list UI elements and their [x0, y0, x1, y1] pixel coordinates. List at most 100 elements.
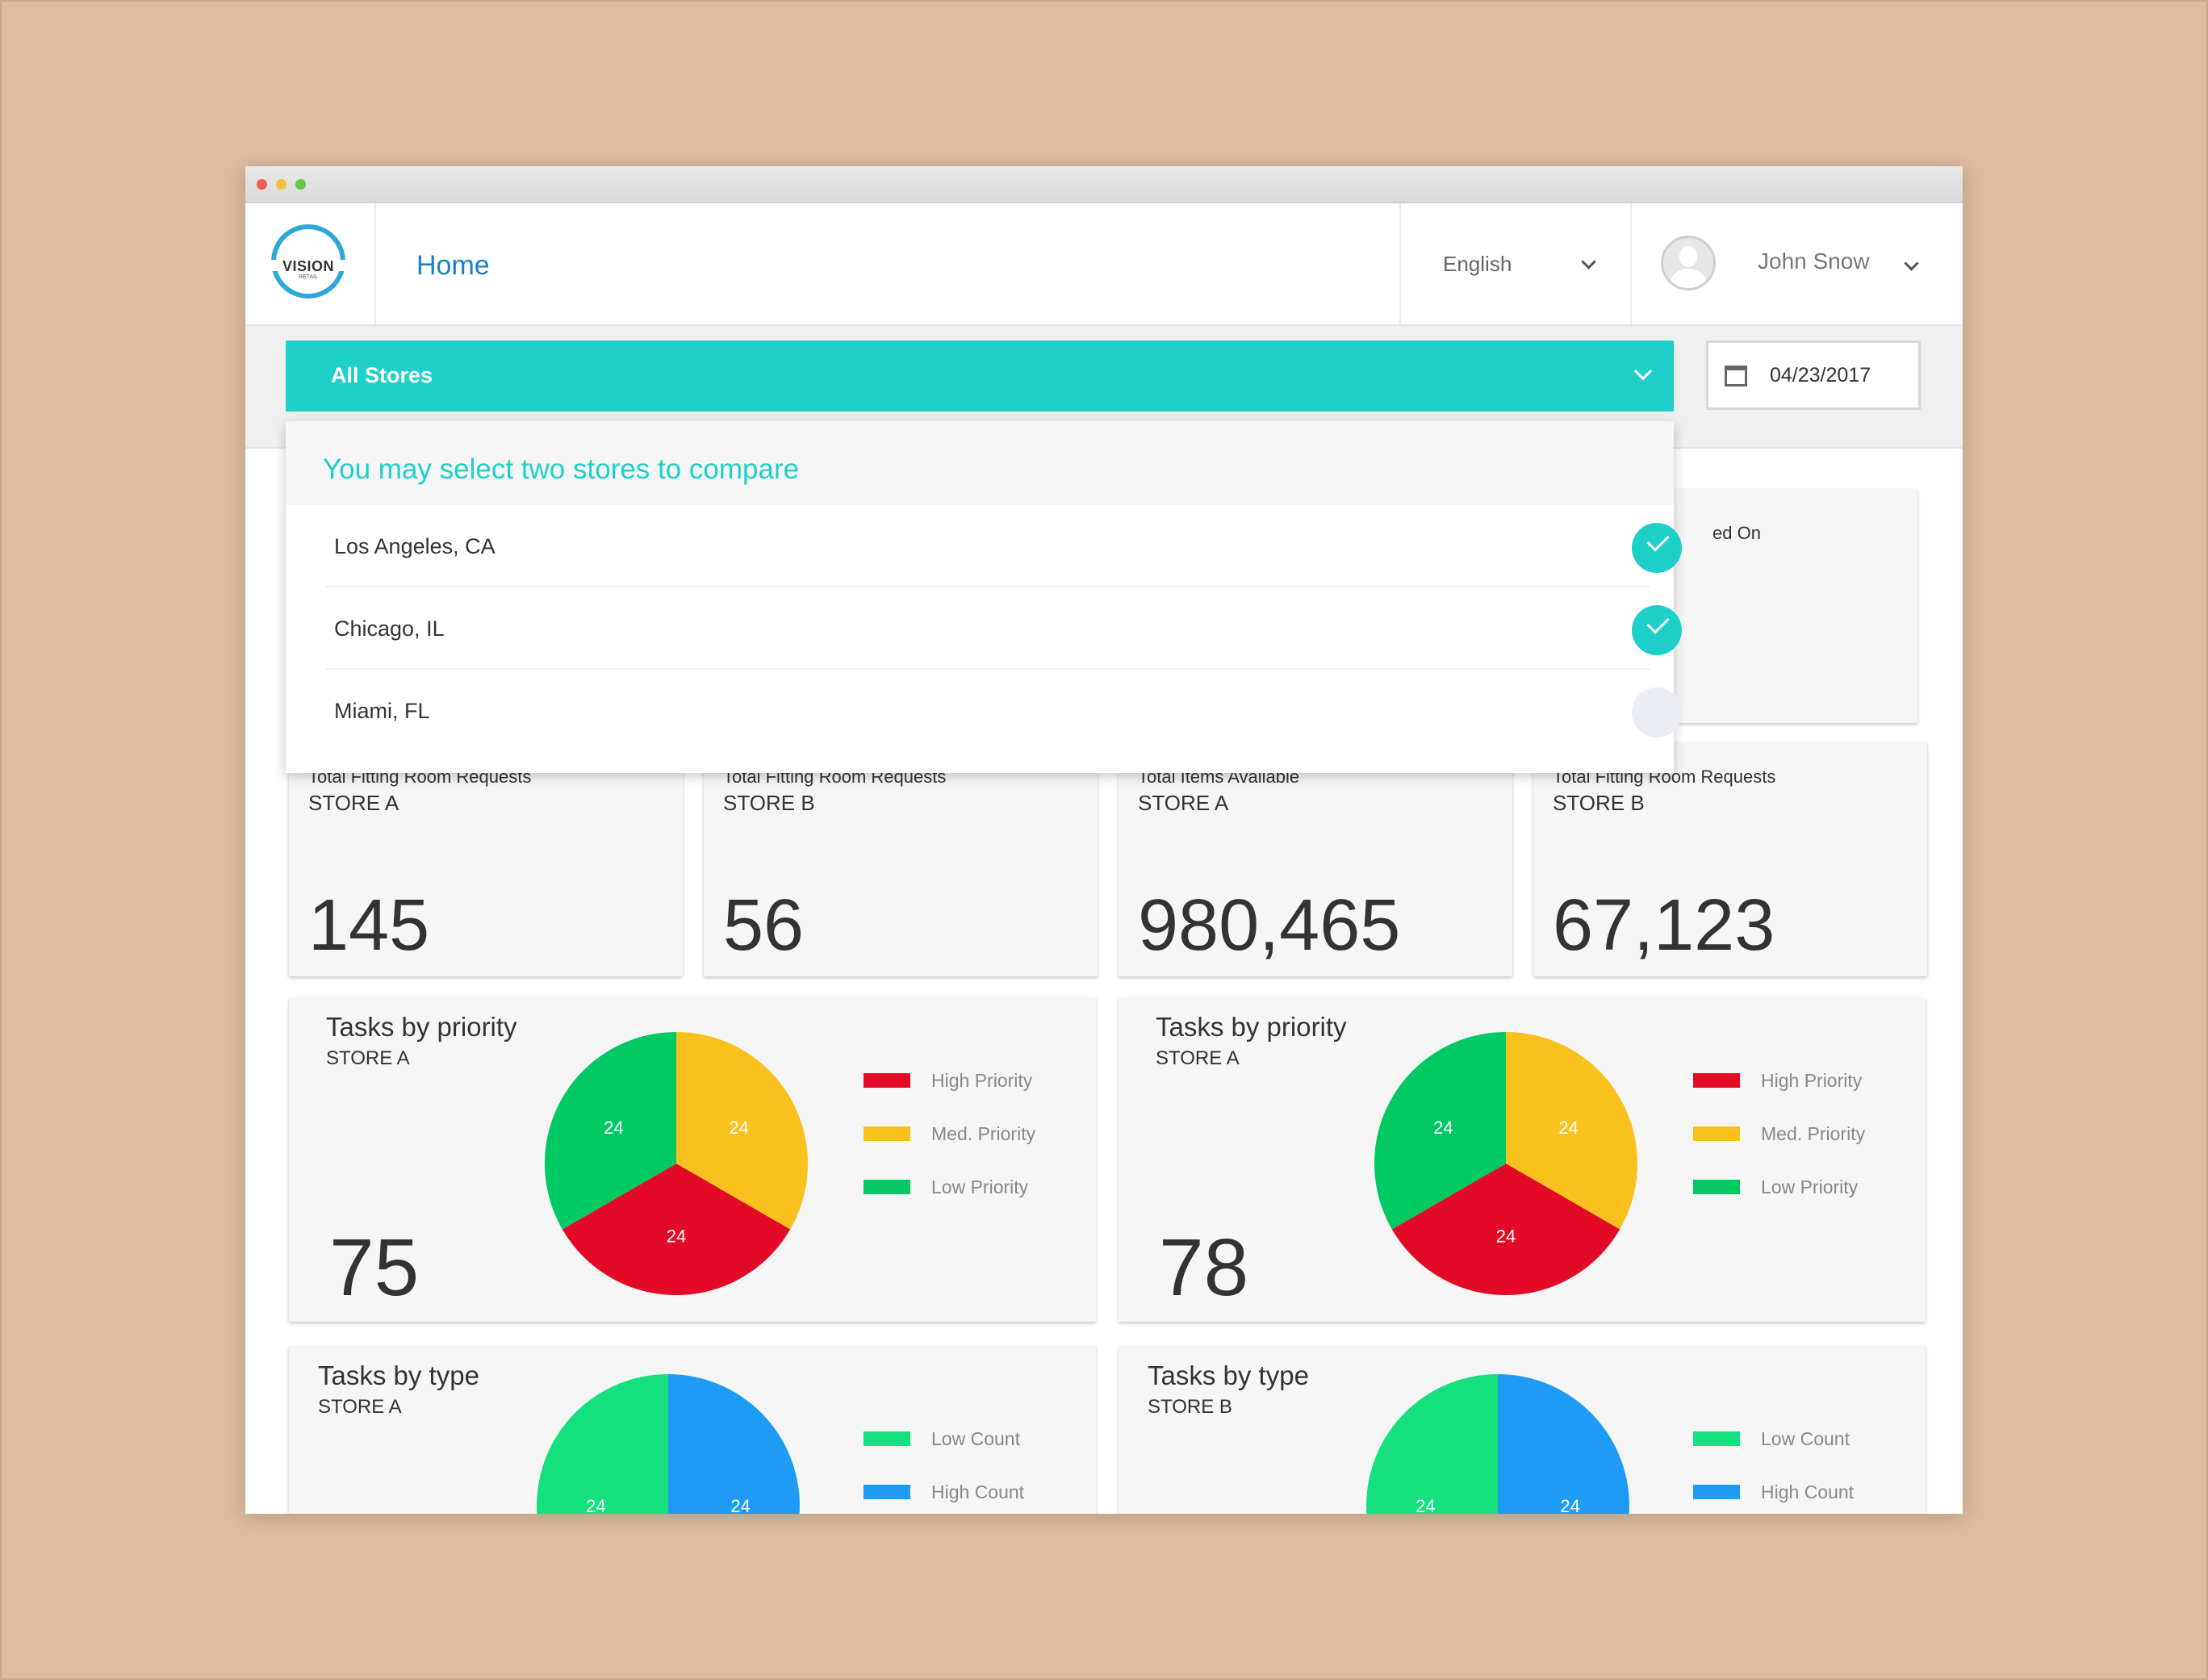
legend-swatch: [864, 1485, 910, 1499]
legend-label: Med. Priority: [931, 1123, 1036, 1144]
legend-swatch: [864, 1431, 910, 1446]
dropdown-header: You may select two stores to compare: [286, 421, 1674, 505]
kpi-card: Total Fitting Room Requests STORE B 56: [704, 742, 1098, 976]
hidden-card-label: ed On: [1712, 523, 1761, 543]
legend-swatch: [1693, 1180, 1740, 1194]
legend-label: Low Priority: [931, 1176, 1029, 1197]
kpi-value: 56: [723, 885, 805, 966]
store-option-label: Chicago, IL: [334, 616, 445, 641]
chart-card: Tasks by priority STORE A 78 24 24 24 High…: [1119, 997, 1926, 1322]
page-title[interactable]: Home: [416, 250, 490, 281]
pie-chart: 24 24: [537, 1374, 800, 1514]
pie-slice-label: 24: [604, 1118, 623, 1138]
chart-total: 75: [329, 1222, 420, 1313]
pie-slice[interactable]: [537, 1374, 668, 1514]
pie-slice-label: 24: [730, 1496, 750, 1514]
chart-title: Tasks by priority: [1156, 1012, 1347, 1042]
legend-label: Med. Priority: [1761, 1123, 1866, 1144]
pie-chart: 24 24: [1366, 1374, 1629, 1514]
pie-slice[interactable]: [1506, 1032, 1637, 1230]
pie-slice[interactable]: [1391, 1164, 1620, 1295]
chart-card: Tasks by type STORE A 24 24 Low Count High…: [289, 1346, 1096, 1514]
minimize-window-button[interactable]: [276, 179, 286, 190]
legend-label: High Count: [1761, 1481, 1855, 1502]
date-value: 04/23/2017: [1770, 364, 1871, 387]
chart-store: STORE A: [326, 1047, 410, 1069]
kpi-store: STORE A: [1138, 791, 1229, 815]
check-icon[interactable]: [1632, 523, 1682, 573]
pie-slice[interactable]: [1498, 1374, 1629, 1514]
kpi-card: Total Fitting Room Requests STORE A 145: [289, 742, 683, 976]
store-option[interactable]: Miami, FL: [326, 670, 1682, 750]
pie-slice[interactable]: [1366, 1374, 1498, 1514]
pie-slice[interactable]: [668, 1374, 800, 1514]
avatar: [1661, 236, 1716, 290]
legend-label: High Count: [931, 1481, 1025, 1502]
chart-card: Tasks by priority STORE A 75 24 24 24 High…: [289, 997, 1096, 1322]
pie-slice[interactable]: [1374, 1032, 1506, 1230]
legend-label: High Priority: [1761, 1070, 1863, 1091]
user-name: John Snow: [1758, 249, 1870, 274]
close-window-button[interactable]: [257, 179, 267, 190]
kpi-store: STORE A: [308, 791, 399, 815]
pie-slice[interactable]: [676, 1032, 808, 1230]
logo[interactable]: VISION RETAIL: [245, 203, 376, 324]
maximize-window-button[interactable]: [295, 179, 306, 190]
pie-slice-label: 24: [729, 1118, 748, 1138]
pie-slice-label: 24: [1416, 1496, 1435, 1514]
chevron-down-icon: [1904, 256, 1919, 271]
legend-swatch: [864, 1073, 910, 1088]
store-option[interactable]: Chicago, IL: [326, 587, 1682, 670]
pie-slice-label: 24: [1433, 1118, 1453, 1138]
legend-label: Low Count: [1761, 1428, 1850, 1449]
store-dropdown: You may select two stores to compare Los…: [286, 421, 1682, 773]
chart-store: STORE A: [1156, 1047, 1240, 1069]
language-label: English: [1443, 252, 1512, 276]
legend-swatch: [1693, 1073, 1740, 1088]
chart-store: STORE A: [318, 1396, 402, 1418]
kpi-value: 145: [308, 885, 430, 966]
unchecked-circle-icon[interactable]: [1632, 687, 1682, 738]
pie-slice[interactable]: [545, 1032, 676, 1230]
kpi-card: Total Fitting Room Requests STORE B 67,1…: [1533, 742, 1927, 976]
pie-slice-label: 24: [586, 1496, 605, 1514]
store-option-label: Miami, FL: [334, 699, 430, 723]
user-menu[interactable]: John Snow: [1630, 203, 1963, 324]
language-selector[interactable]: English: [1399, 203, 1632, 324]
chart-total: 78: [1159, 1222, 1249, 1313]
dropdown-hint: You may select two stores to compare: [323, 453, 800, 485]
logo-ring-icon: VISION RETAIL: [270, 224, 353, 299]
pie-slice-label: 24: [1558, 1118, 1578, 1138]
top-navbar: VISION RETAIL Home English John Snow: [245, 203, 1963, 326]
legend-swatch: [1693, 1485, 1740, 1499]
pie-slice-label: 24: [667, 1227, 686, 1247]
logo-text: VISION: [282, 258, 334, 274]
pie-slice-label: 24: [1496, 1227, 1516, 1247]
date-picker[interactable]: 04/23/2017: [1706, 341, 1921, 410]
legend-label: Low Priority: [1761, 1176, 1859, 1197]
chart-title: Tasks by type: [1148, 1360, 1309, 1390]
chart-store: STORE B: [1148, 1396, 1232, 1418]
legend-swatch: [1693, 1431, 1740, 1446]
chevron-down-icon: [1633, 361, 1653, 381]
pie-chart: 24 24 24: [545, 1032, 808, 1295]
legend-swatch: [864, 1126, 910, 1141]
pie-slice-label: 24: [1560, 1496, 1579, 1514]
kpi-store: STORE B: [1553, 791, 1645, 815]
store-option[interactable]: Los Angeles, CA: [326, 505, 1682, 587]
legend-swatch: [864, 1180, 910, 1194]
window-titlebar: [245, 166, 1963, 203]
chart-card: Tasks by type STORE B 24 24 Low Count High…: [1119, 1346, 1926, 1514]
kpi-store: STORE B: [723, 791, 815, 815]
logo-subtext: RETAIL: [299, 274, 318, 280]
chevron-down-icon: [1581, 254, 1596, 270]
pie-slice[interactable]: [562, 1164, 791, 1295]
chart-title: Tasks by priority: [326, 1012, 517, 1042]
store-select[interactable]: All Stores: [286, 341, 1674, 412]
kpi-value: 67,123: [1553, 885, 1775, 966]
kpi-value: 980,465: [1138, 885, 1401, 966]
store-option-label: Los Angeles, CA: [334, 534, 496, 558]
chart-title: Tasks by type: [318, 1360, 479, 1390]
check-icon[interactable]: [1632, 605, 1682, 655]
kpi-card: Total Items Available STORE A 980,465: [1119, 742, 1512, 976]
